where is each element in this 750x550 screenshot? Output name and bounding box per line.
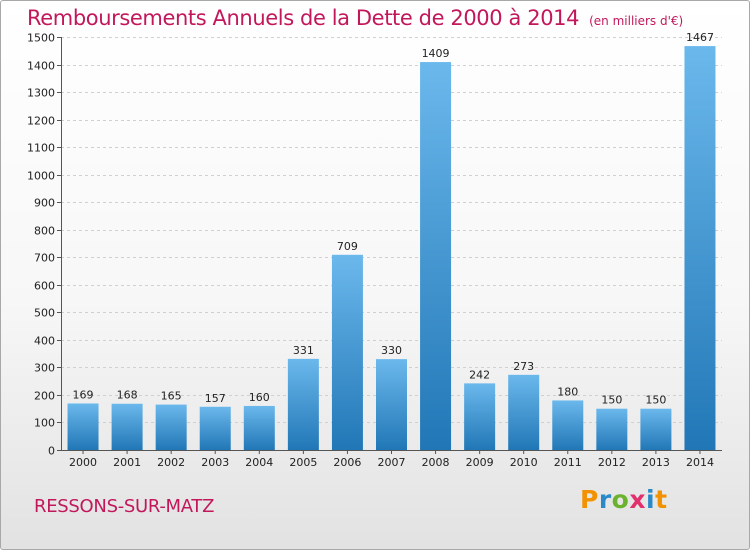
data-label: 1467 [686,31,714,44]
chart-subtitle: (en milliers d'€) [589,14,684,28]
data-label: 180 [557,385,578,398]
y-tick-label: 0 [48,445,55,458]
x-tick-label: 2005 [289,456,317,469]
bar-2013 [640,408,672,450]
x-tick-label: 2003 [201,456,229,469]
x-tick-label: 2012 [598,456,626,469]
y-tick-label: 200 [34,390,55,403]
data-label: 709 [337,240,358,253]
x-tick-label: 2002 [157,456,185,469]
bars [67,46,716,451]
bar-2000 [67,403,99,450]
x-tick-label: 2008 [422,456,450,469]
y-tick-label: 600 [34,280,55,293]
y-tick-label: 1400 [27,60,55,73]
data-label: 165 [161,390,182,403]
bar-2009 [464,383,496,450]
x-tick-label: 2013 [642,456,670,469]
bar-2004 [243,405,275,450]
y-tick-label: 700 [34,252,55,265]
x-tick-label: 2011 [554,456,582,469]
y-tick-label: 900 [34,197,55,210]
data-label: 157 [205,392,226,405]
bar-2007 [376,359,407,450]
data-label: 150 [645,394,666,407]
x-tick-label: 2001 [113,456,141,469]
y-tick-label: 1100 [27,142,55,155]
x-tick-label: 2000 [69,456,97,469]
x-tick-label: 2014 [686,456,714,469]
data-label: 168 [117,389,138,402]
bar-2005 [287,358,319,450]
bar-2003 [199,406,231,450]
bar-2011 [552,400,584,450]
y-tick-label: 1200 [27,115,55,128]
data-label: 331 [293,344,314,357]
bar-2010 [508,374,540,450]
data-label: 330 [381,344,402,357]
chart-title-text: Remboursements Annuels de la Dette de 20… [27,6,580,30]
data-label: 160 [249,391,270,404]
data-label: 150 [601,394,622,407]
data-label: 242 [469,368,490,381]
y-tick-label: 1000 [27,170,55,183]
y-tick-label: 100 [34,417,55,430]
y-tick-label: 1500 [27,32,55,45]
place-name: RESSONS-SUR-MATZ [34,496,215,517]
proxiti-logo: Proxit [580,485,668,514]
data-label: 273 [513,360,534,373]
bar-2008 [420,62,452,451]
x-tick-label: 2009 [466,456,494,469]
axes: 0 100 200 300 400 500 600 700 800 900 1000 1100 1200… [27,32,722,469]
bar-2006 [331,254,363,450]
data-label: 1409 [422,47,450,60]
y-tick-label: 400 [34,335,55,348]
y-tick-label: 800 [34,225,55,238]
chart-title: Remboursements Annuels de la Dette de 20… [27,6,683,30]
bar-2014 [684,46,716,450]
bar-2012 [596,408,628,450]
x-tick-label: 2007 [378,456,406,469]
y-tick-label: 500 [34,307,55,320]
y-tick-label: 1300 [27,87,55,100]
data-labels: 169 168 165 157 160 331 709 330 1409 242 273 180 150… [73,31,714,407]
y-tick-label: 300 [34,362,55,375]
data-label: 169 [73,388,94,401]
bar-2001 [111,403,143,450]
x-tick-label: 2004 [245,456,273,469]
x-tick-label: 2010 [510,456,538,469]
x-tick-label: 2006 [333,456,361,469]
bar-2002 [155,404,187,450]
